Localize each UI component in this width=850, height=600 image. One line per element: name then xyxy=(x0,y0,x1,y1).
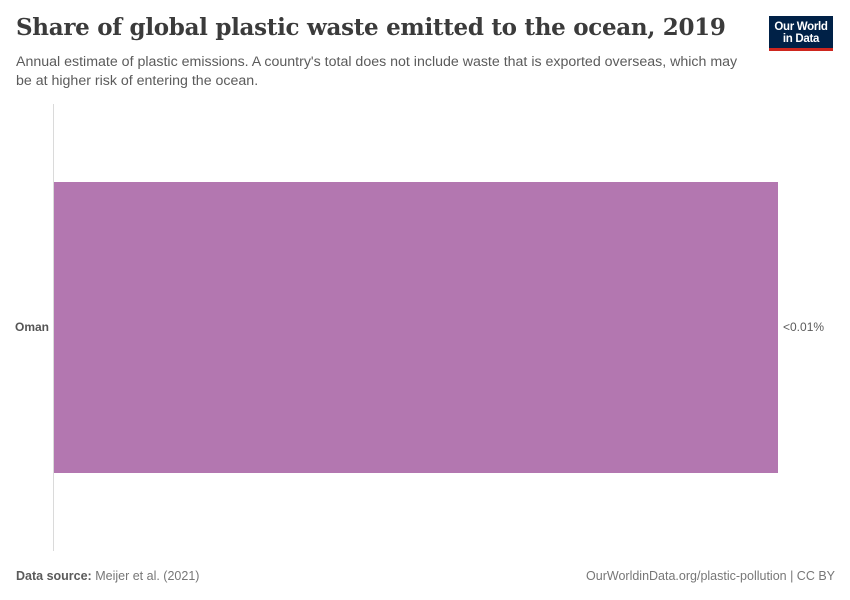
owid-logo[interactable]: Our World in Data xyxy=(769,16,833,51)
y-axis-line xyxy=(53,104,54,551)
value-label: <0.01% xyxy=(783,320,825,334)
chart-title: Share of global plastic waste emitted to… xyxy=(16,14,726,41)
chart-subtitle: Annual estimate of plastic emissions. A … xyxy=(16,54,738,89)
bar-oman[interactable] xyxy=(54,182,778,473)
data-source: Data source: Meijer et al. (2021) xyxy=(16,569,199,583)
category-label: Oman xyxy=(14,320,49,334)
data-source-label: Data source: xyxy=(16,569,92,583)
logo-line-1: Our World xyxy=(774,21,828,33)
data-source-value: Meijer et al. (2021) xyxy=(95,569,200,583)
source-url-license[interactable]: OurWorldinData.org/plastic-pollution | C… xyxy=(586,569,835,583)
logo-line-2: in Data xyxy=(782,33,820,45)
